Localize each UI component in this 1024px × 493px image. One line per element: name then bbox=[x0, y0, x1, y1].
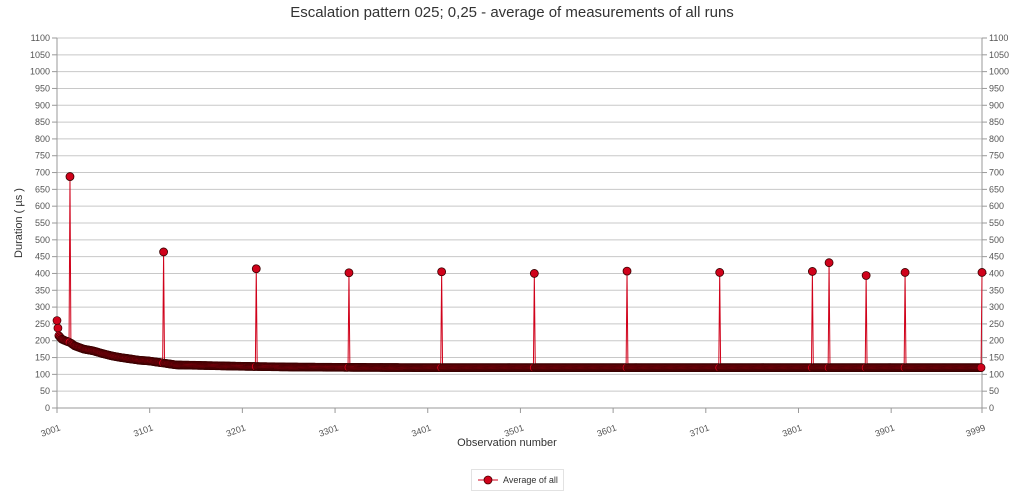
y-tick-label-right: 250 bbox=[989, 319, 1004, 329]
series-points bbox=[52, 172, 987, 372]
x-tick-label: 3201 bbox=[225, 422, 247, 438]
data-point-spike bbox=[900, 268, 910, 277]
y-tick-label: 1000 bbox=[30, 67, 50, 77]
y-tick-label: 300 bbox=[35, 302, 50, 312]
data-point-spike bbox=[344, 268, 354, 278]
y-tick-label-right: 300 bbox=[989, 302, 1004, 312]
y-axis-label: Duration ( µs ) bbox=[13, 188, 25, 258]
y-tick-label-right: 150 bbox=[989, 353, 1004, 363]
data-point bbox=[976, 363, 986, 372]
legend[interactable]: Average of all bbox=[471, 469, 564, 491]
data-point-spike bbox=[977, 268, 987, 277]
x-tick-label: 3001 bbox=[39, 422, 61, 438]
y-tick-label-right: 950 bbox=[989, 83, 1004, 93]
legend-label: Average of all bbox=[503, 475, 558, 485]
series-line-path bbox=[56, 176, 983, 369]
y-tick-label-right: 50 bbox=[989, 386, 999, 396]
x-tick-label: 3101 bbox=[132, 422, 154, 438]
x-tick-label: 3901 bbox=[874, 422, 896, 438]
y-tick-label-right: 750 bbox=[989, 151, 1004, 161]
series-line bbox=[56, 176, 983, 369]
y-tick-label-right: 100 bbox=[989, 369, 1004, 379]
y-tick-label: 400 bbox=[35, 268, 50, 278]
y-tick-label: 1050 bbox=[30, 50, 50, 60]
data-point-spike bbox=[824, 258, 834, 268]
y-tick-label: 650 bbox=[35, 184, 50, 194]
data-point-spike bbox=[622, 266, 632, 276]
y-tick-label: 500 bbox=[35, 235, 50, 245]
y-tick-label-right: 1000 bbox=[989, 67, 1009, 77]
y-tick-label: 600 bbox=[35, 201, 50, 211]
y-tick-label-right: 650 bbox=[989, 184, 1004, 194]
y-tick-label-right: 0 bbox=[989, 403, 994, 413]
y-tick-label-right: 800 bbox=[989, 134, 1004, 144]
y-tick-label-right: 900 bbox=[989, 100, 1004, 110]
y-tick-label-right: 600 bbox=[989, 201, 1004, 211]
y-tick-label: 150 bbox=[35, 353, 50, 363]
y-axis-left: 0 50 100 150 200 250 300 350 400 450 500 550 600 650 7… bbox=[30, 33, 57, 413]
y-tick-label-right: 550 bbox=[989, 218, 1004, 228]
y-tick-label: 350 bbox=[35, 285, 50, 295]
legend-marker-icon bbox=[478, 475, 498, 485]
y-tick-label-right: 450 bbox=[989, 252, 1004, 262]
y-tick-label: 550 bbox=[35, 218, 50, 228]
data-point-spike bbox=[437, 267, 447, 277]
y-tick-label: 700 bbox=[35, 168, 50, 178]
data-point-spike bbox=[159, 247, 168, 257]
y-tick-label-right: 1100 bbox=[989, 33, 1008, 43]
data-point-spike bbox=[807, 267, 817, 276]
y-tick-label-right: 350 bbox=[989, 285, 1004, 295]
data-point-spike bbox=[529, 269, 539, 278]
y-tick-label-right: 1050 bbox=[989, 50, 1009, 60]
y-tick-label: 200 bbox=[35, 336, 50, 346]
x-tick-label: 3701 bbox=[688, 422, 710, 438]
data-point bbox=[52, 316, 62, 325]
y-tick-label: 450 bbox=[35, 252, 50, 262]
y-tick-label: 850 bbox=[35, 117, 50, 127]
data-point-spike bbox=[251, 264, 261, 274]
y-tick-label: 0 bbox=[45, 403, 50, 413]
data-point-spike bbox=[861, 271, 871, 280]
x-tick-label: 3801 bbox=[781, 422, 803, 438]
chart-title: Escalation pattern 025; 0,25 - average o… bbox=[290, 4, 734, 21]
x-axis: 3001 3101 3201 3301 3401 3501 3601 3701 3801 3901… bbox=[39, 408, 987, 439]
x-tick-label: 3401 bbox=[410, 422, 432, 438]
grid-lines bbox=[56, 37, 983, 409]
y-tick-label-right: 700 bbox=[989, 168, 1004, 178]
y-axis-right: 0 50 100 150 200 250 300 350 400 450 500 550 600 650 7… bbox=[982, 33, 1009, 413]
y-tick-label: 800 bbox=[35, 134, 50, 144]
y-tick-label-right: 400 bbox=[989, 268, 1004, 278]
y-tick-label: 250 bbox=[35, 319, 50, 329]
y-tick-label-right: 200 bbox=[989, 336, 1004, 346]
y-tick-label: 100 bbox=[35, 369, 50, 379]
data-point bbox=[53, 323, 63, 333]
y-tick-label-right: 500 bbox=[989, 235, 1004, 245]
y-tick-label: 750 bbox=[35, 151, 50, 161]
y-tick-label-right: 850 bbox=[989, 117, 1004, 127]
x-tick-label: 3601 bbox=[596, 422, 618, 438]
y-tick-label: 1100 bbox=[31, 33, 50, 43]
data-point-spike bbox=[715, 268, 725, 277]
y-tick-label: 950 bbox=[35, 83, 50, 93]
x-tick-label: 3301 bbox=[317, 422, 339, 438]
y-tick-label: 900 bbox=[35, 100, 50, 110]
x-axis-label: Observation number bbox=[457, 437, 557, 449]
x-tick-label: 3999 bbox=[964, 422, 986, 438]
data-point-spike bbox=[65, 172, 75, 181]
y-tick-label: 50 bbox=[40, 386, 50, 396]
